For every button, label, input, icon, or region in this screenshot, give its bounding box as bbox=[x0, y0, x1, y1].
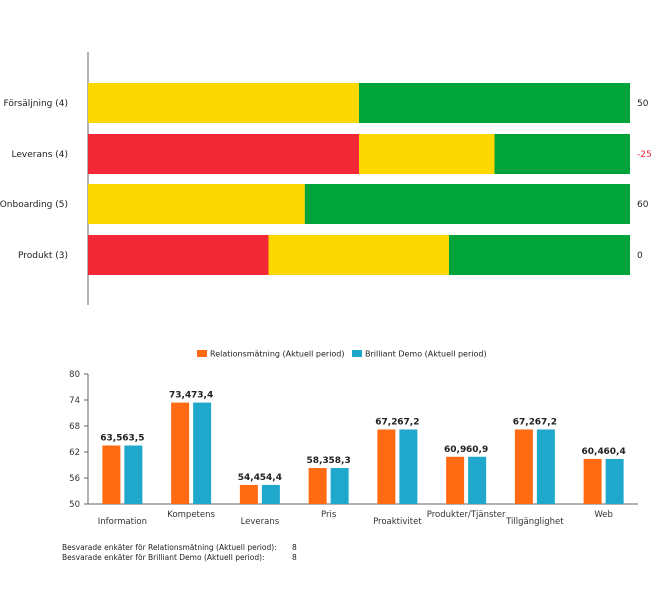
stacked-segment-green-3 bbox=[304, 184, 630, 224]
y-tick-label: 56 bbox=[69, 474, 80, 484]
stacked-segment-red-2 bbox=[88, 134, 359, 174]
bar-value-label: 58,3 bbox=[329, 456, 351, 466]
stacked-score-label: -25 bbox=[637, 150, 652, 160]
stacked-segment-yellow-4 bbox=[268, 235, 449, 275]
legend-label-1: Relationsmätning (Aktuell period) bbox=[210, 350, 345, 359]
x-category-label: Pris bbox=[321, 510, 337, 520]
bar-value-label: 67,2 bbox=[375, 417, 397, 427]
bar-value-label: 67,2 bbox=[397, 417, 419, 427]
bar-brilliant-demo-tillgänglighet bbox=[536, 429, 555, 504]
stacked-score-label: 60 bbox=[637, 200, 649, 210]
bar-brilliant-demo-produkter-tjänster bbox=[468, 456, 487, 504]
bar-value-label: 73,4 bbox=[191, 391, 213, 401]
y-tick-label: 68 bbox=[69, 422, 80, 432]
legend-swatch-1 bbox=[197, 350, 207, 357]
bar-brilliant-demo-kompetens bbox=[193, 402, 212, 504]
bar-relationsmatning-tillgänglighet bbox=[514, 429, 533, 504]
bar-relationsmatning-web bbox=[583, 458, 602, 504]
legend-swatch-2 bbox=[352, 350, 362, 357]
bar-value-label: 63,5 bbox=[100, 434, 122, 444]
bar-value-label: 54,4 bbox=[260, 473, 282, 483]
stacked-segment-green-4 bbox=[448, 235, 630, 275]
bar-relationsmatning-produkter-tjänster bbox=[446, 456, 465, 504]
stacked-segment-red-4 bbox=[88, 235, 269, 275]
stacked-category-label: Onboarding (5) bbox=[0, 200, 68, 210]
bar-relationsmatning-kompetens bbox=[171, 402, 190, 504]
bar-value-label: 63,5 bbox=[122, 434, 144, 444]
footer-value-2: 8 bbox=[292, 553, 297, 562]
bar-relationsmatning-pris bbox=[308, 468, 327, 504]
x-category-label: Leverans bbox=[241, 517, 280, 527]
y-tick-label: 80 bbox=[69, 370, 80, 380]
legend-label-2: Brilliant Demo (Aktuell period) bbox=[365, 350, 487, 359]
y-tick-label: 74 bbox=[69, 396, 80, 406]
bar-brilliant-demo-leverans bbox=[261, 484, 280, 504]
bar-brilliant-demo-web bbox=[605, 458, 624, 504]
footer-row-1: Besvarade enkäter för Relationsmätning (… bbox=[62, 543, 297, 552]
stacked-score-label: 50 bbox=[637, 99, 649, 109]
bar-value-label: 58,3 bbox=[307, 456, 329, 466]
bar-value-label: 67,2 bbox=[513, 417, 535, 427]
stacked-bar-chart: Försäljning (4) 50 Leverans (4) -25 Onboardi… bbox=[0, 52, 652, 305]
bar-value-label: 60,4 bbox=[582, 447, 604, 457]
footer-row-2: Besvarade enkäter för Brilliant Demo (Ak… bbox=[62, 553, 297, 562]
bar-brilliant-demo-proaktivitet bbox=[399, 429, 418, 504]
footer-label-1: Besvarade enkäter för Relationsmätning (… bbox=[62, 543, 277, 552]
bar-relationsmatning-information bbox=[102, 445, 121, 504]
x-category-label: Proaktivitet bbox=[373, 517, 422, 527]
x-category-label: Tillgänglighet bbox=[505, 517, 564, 527]
footer-value-1: 8 bbox=[292, 543, 297, 552]
bar-relationsmatning-leverans bbox=[239, 484, 258, 504]
x-category-label: Produkter/Tjänster bbox=[427, 510, 506, 520]
stacked-segment-green-2 bbox=[494, 134, 630, 174]
bar-brilliant-demo-information bbox=[124, 445, 143, 504]
y-tick-label: 50 bbox=[69, 500, 80, 510]
x-category-label: Information bbox=[98, 517, 147, 527]
bar-value-label: 73,4 bbox=[169, 391, 191, 401]
bar-value-label: 67,2 bbox=[535, 417, 557, 427]
stacked-segment-yellow-3 bbox=[88, 184, 305, 224]
x-category-label: Kompetens bbox=[167, 510, 215, 520]
stacked-category-label: Produkt (3) bbox=[18, 251, 68, 261]
footer-label-2: Besvarade enkäter för Brilliant Demo (Ak… bbox=[62, 553, 265, 562]
bar-value-label: 60,9 bbox=[466, 445, 488, 455]
stacked-segment-yellow-1 bbox=[88, 83, 359, 123]
x-category-label: Web bbox=[594, 510, 613, 520]
stacked-category-label: Försäljning (4) bbox=[4, 99, 69, 109]
bar-value-label: 60,9 bbox=[444, 445, 466, 455]
stacked-segment-yellow-2 bbox=[359, 134, 495, 174]
bar-value-label: 54,4 bbox=[238, 473, 260, 483]
y-tick-label: 62 bbox=[69, 448, 80, 458]
stacked-score-label: 0 bbox=[637, 251, 643, 261]
bar-value-label: 60,4 bbox=[604, 447, 626, 457]
bar-brilliant-demo-pris bbox=[330, 468, 349, 504]
bar-relationsmatning-proaktivitet bbox=[377, 429, 396, 504]
stacked-category-label: Leverans (4) bbox=[12, 150, 68, 160]
stacked-segment-green-1 bbox=[359, 83, 630, 123]
